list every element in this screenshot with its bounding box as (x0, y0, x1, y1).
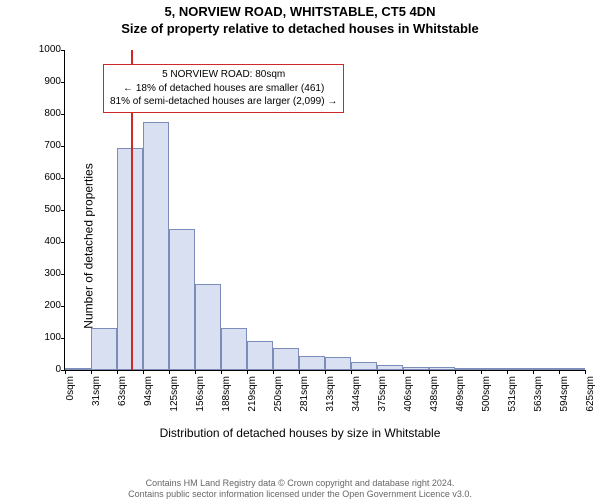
y-tick-mark (61, 114, 65, 115)
y-tick-mark (61, 146, 65, 147)
y-tick-label: 100 (25, 333, 61, 343)
y-tick-mark (61, 242, 65, 243)
x-tick-label: 219sqm (247, 376, 258, 426)
histogram-bar (559, 368, 585, 370)
chart-container: Number of detached properties 0100200300… (0, 46, 600, 446)
x-tick-label: 188sqm (221, 376, 232, 426)
x-tick-mark (455, 370, 456, 374)
annotation-box: 5 NORVIEW ROAD: 80sqm← 18% of detached h… (103, 64, 344, 113)
histogram-bar (429, 367, 455, 370)
x-tick-mark (377, 370, 378, 374)
x-tick-label: 375sqm (377, 376, 388, 426)
x-tick-label: 438sqm (429, 376, 440, 426)
x-tick-mark (533, 370, 534, 374)
histogram-bar (117, 148, 143, 370)
x-tick-label: 156sqm (195, 376, 206, 426)
x-tick-mark (221, 370, 222, 374)
x-tick-label: 625sqm (585, 376, 596, 426)
x-tick-label: 500sqm (481, 376, 492, 426)
histogram-bar (65, 368, 91, 370)
y-tick-mark (61, 210, 65, 211)
x-tick-mark (507, 370, 508, 374)
y-tick-label: 600 (25, 173, 61, 183)
histogram-bar (91, 328, 117, 370)
y-tick-label: 900 (25, 77, 61, 87)
x-tick-mark (273, 370, 274, 374)
x-tick-mark (481, 370, 482, 374)
x-tick-mark (559, 370, 560, 374)
y-tick-mark (61, 306, 65, 307)
annotation-line: 81% of semi-detached houses are larger (… (110, 95, 337, 109)
x-tick-label: 125sqm (169, 376, 180, 426)
x-tick-mark (351, 370, 352, 374)
histogram-bar (273, 348, 299, 370)
y-tick-label: 700 (25, 141, 61, 151)
histogram-bar (195, 284, 221, 370)
annotation-line: ← 18% of detached houses are smaller (46… (110, 82, 337, 96)
x-tick-mark (91, 370, 92, 374)
x-tick-mark (195, 370, 196, 374)
x-tick-mark (325, 370, 326, 374)
histogram-bar (299, 356, 325, 370)
chart-title-address: 5, NORVIEW ROAD, WHITSTABLE, CT5 4DN (0, 4, 600, 19)
y-tick-mark (61, 274, 65, 275)
histogram-bar (377, 365, 403, 370)
y-tick-label: 1000 (25, 45, 61, 55)
x-tick-label: 469sqm (455, 376, 466, 426)
x-tick-label: 563sqm (533, 376, 544, 426)
y-tick-label: 400 (25, 237, 61, 247)
x-tick-mark (117, 370, 118, 374)
x-tick-label: 531sqm (507, 376, 518, 426)
x-tick-label: 94sqm (143, 376, 154, 426)
y-tick-label: 800 (25, 109, 61, 119)
x-tick-label: 63sqm (117, 376, 128, 426)
y-tick-mark (61, 50, 65, 51)
footer-attribution: Contains HM Land Registry data © Crown c… (0, 478, 600, 500)
x-tick-mark (143, 370, 144, 374)
x-tick-label: 31sqm (91, 376, 102, 426)
x-tick-mark (247, 370, 248, 374)
chart-subtitle: Size of property relative to detached ho… (0, 21, 600, 36)
x-tick-label: 313sqm (325, 376, 336, 426)
y-tick-label: 300 (25, 269, 61, 279)
histogram-bar (247, 341, 273, 370)
annotation-line: 5 NORVIEW ROAD: 80sqm (110, 68, 337, 82)
histogram-bar (455, 368, 481, 370)
x-tick-label: 406sqm (403, 376, 414, 426)
x-tick-mark (429, 370, 430, 374)
histogram-bar (325, 357, 351, 370)
x-tick-mark (585, 370, 586, 374)
x-tick-label: 344sqm (351, 376, 362, 426)
x-tick-mark (403, 370, 404, 374)
histogram-bar (403, 367, 429, 370)
y-tick-label: 0 (25, 365, 61, 375)
x-tick-mark (299, 370, 300, 374)
y-tick-mark (61, 178, 65, 179)
x-tick-label: 0sqm (65, 376, 76, 426)
y-tick-label: 500 (25, 205, 61, 215)
histogram-bar (481, 368, 507, 370)
y-tick-label: 200 (25, 301, 61, 311)
x-axis-label: Distribution of detached houses by size … (0, 426, 600, 440)
x-tick-label: 250sqm (273, 376, 284, 426)
footer-line-1: Contains HM Land Registry data © Crown c… (0, 478, 600, 489)
histogram-bar (351, 362, 377, 370)
x-tick-mark (169, 370, 170, 374)
histogram-bar (169, 229, 195, 370)
histogram-bar (143, 122, 169, 370)
histogram-bar (533, 368, 559, 370)
x-tick-label: 281sqm (299, 376, 310, 426)
plot-area: 010020030040050060070080090010000sqm31sq… (64, 50, 585, 371)
y-tick-mark (61, 338, 65, 339)
footer-line-2: Contains public sector information licen… (0, 489, 600, 500)
histogram-bar (221, 328, 247, 370)
x-tick-mark (65, 370, 66, 374)
histogram-bar (507, 368, 533, 370)
y-tick-mark (61, 82, 65, 83)
x-tick-label: 594sqm (559, 376, 570, 426)
